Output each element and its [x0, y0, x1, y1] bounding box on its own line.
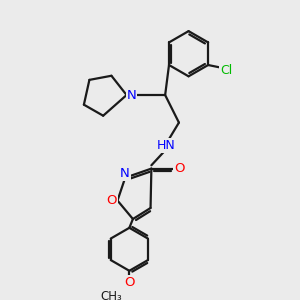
Text: N: N: [120, 167, 130, 179]
Text: CH₃: CH₃: [100, 290, 122, 300]
Text: O: O: [106, 194, 117, 207]
Text: O: O: [174, 162, 185, 175]
Text: Cl: Cl: [220, 64, 233, 77]
Text: O: O: [124, 276, 135, 290]
Text: HN: HN: [157, 139, 175, 152]
Text: N: N: [127, 88, 136, 101]
